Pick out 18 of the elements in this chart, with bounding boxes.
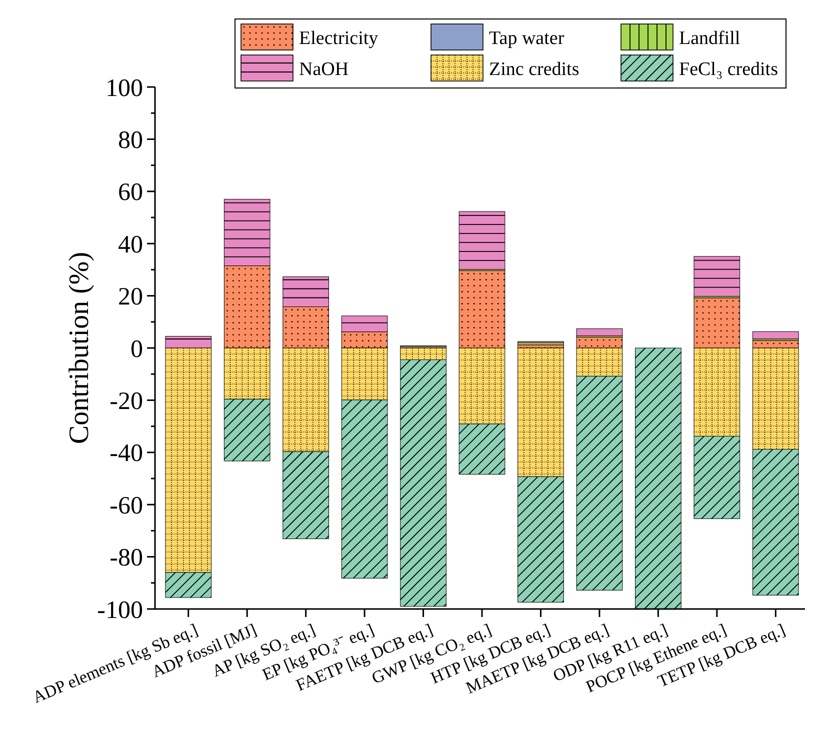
y-tick-label: -80 — [110, 544, 143, 572]
y-tick-label: 60 — [118, 179, 143, 206]
y-tick-label: -40 — [110, 440, 143, 468]
y-tick-label: 0 — [130, 336, 143, 363]
y-tick-label: -100 — [97, 596, 143, 624]
legend-label: NaOH — [299, 59, 349, 80]
y-axis-title: Contribution (%) — [64, 252, 95, 444]
y-tick-label: 20 — [118, 284, 143, 311]
legend-label: Electricity — [299, 28, 379, 49]
y-tick-label: -60 — [110, 492, 143, 520]
y-tick-label: -20 — [110, 388, 143, 415]
legend-label: Tap water — [489, 28, 565, 49]
y-tick-label: 80 — [118, 126, 143, 154]
legend-label: FeCl₃ credits — [679, 59, 778, 80]
legend-label: Zinc credits — [489, 59, 580, 80]
legend-label: Landfill — [679, 28, 740, 49]
y-tick-label: 100 — [106, 74, 143, 102]
y-tick-label: 40 — [118, 231, 143, 258]
